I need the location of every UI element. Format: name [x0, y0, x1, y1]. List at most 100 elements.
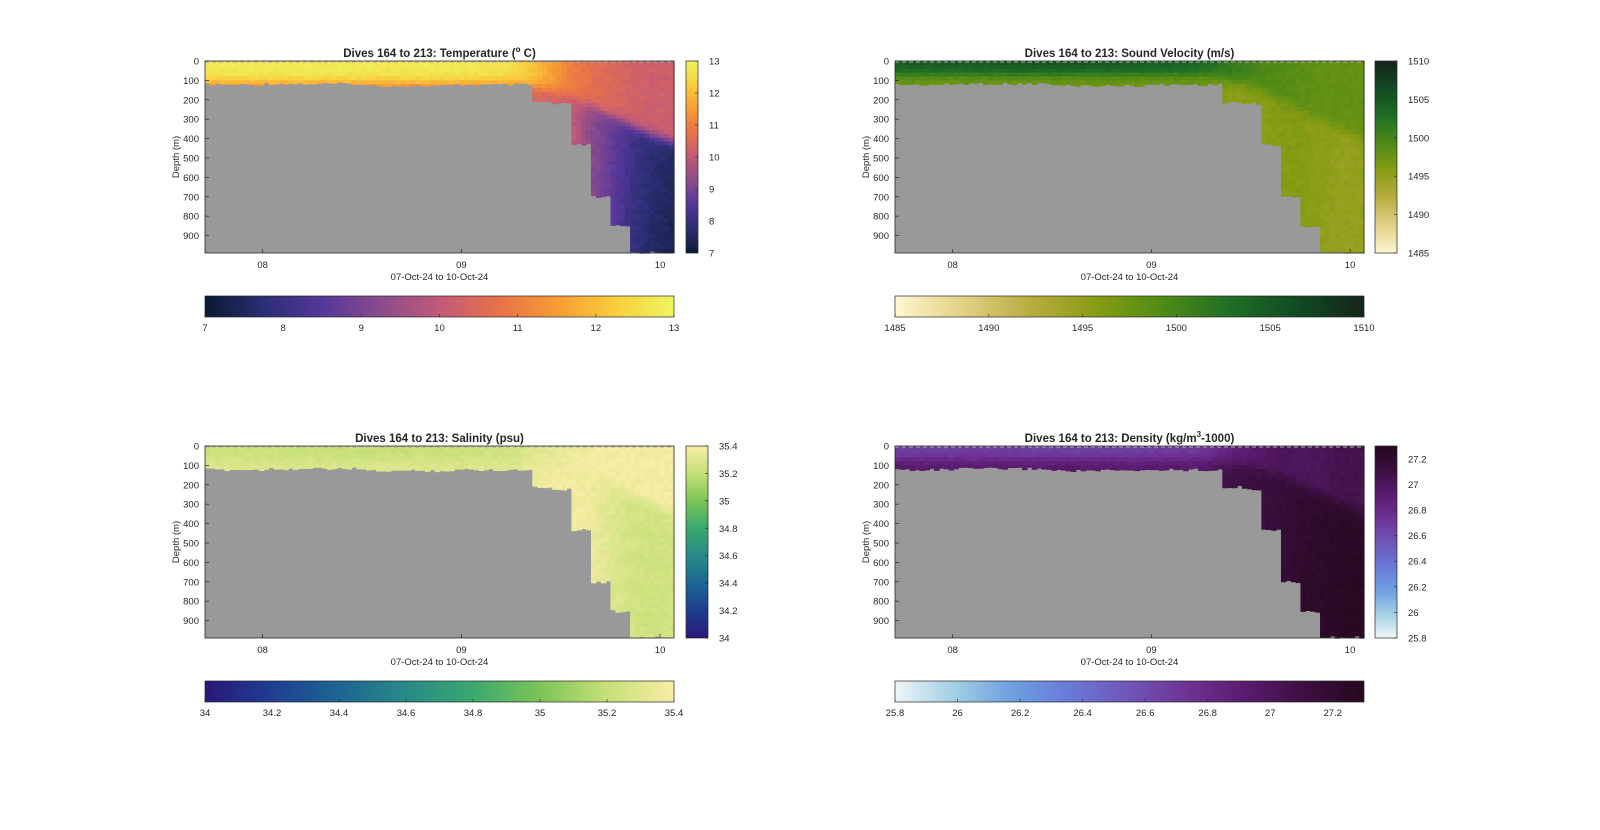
heatmap-cell [664, 187, 670, 193]
heatmap-cell [322, 61, 328, 66]
heatmap-cell [664, 580, 670, 585]
heatmap-cell [459, 80, 465, 85]
heatmap-cell [576, 484, 582, 489]
heatmap-cell [1236, 99, 1243, 103]
heatmap-cell [1320, 241, 1326, 246]
heatmap-cell [561, 446, 568, 451]
heatmap-cell [600, 469, 607, 474]
heatmap-cell [205, 80, 211, 84]
heatmap-cell [630, 618, 636, 624]
heatmap-cell [1344, 164, 1350, 170]
heatmap-cell [1266, 133, 1272, 139]
heatmap-cell [1232, 64, 1238, 70]
heatmap-cell [1095, 76, 1101, 81]
heatmap-cell [634, 157, 641, 162]
heatmap-cell [639, 488, 646, 493]
heatmap-cell [1290, 187, 1297, 193]
heatmap-cell [1251, 87, 1258, 93]
heatmap-cell [1261, 133, 1267, 139]
heatmap-cell [1232, 472, 1238, 478]
heatmap-cell [205, 61, 211, 66]
heatmap-cell [1241, 99, 1248, 104]
heatmap-cell [605, 465, 612, 470]
heatmap-cell [248, 465, 255, 470]
heatmap-cell [943, 80, 950, 84]
heatmap-cell [654, 229, 660, 235]
heatmap-cell [336, 457, 343, 462]
heatmap-cell [1056, 453, 1062, 459]
heatmap-cell [1134, 64, 1140, 70]
heatmap-cell [400, 461, 406, 466]
heatmap-cell [610, 572, 616, 578]
heatmap-cell [1324, 130, 1331, 135]
heatmap-cell [1188, 453, 1194, 459]
heatmap-cell [664, 503, 670, 509]
heatmap-cell [620, 595, 626, 601]
heatmap-cell [454, 457, 460, 462]
heatmap-cell [929, 68, 935, 74]
heatmap-cell [1290, 68, 1297, 74]
heatmap-cell [669, 87, 675, 93]
heatmap-cell [1158, 68, 1165, 74]
heatmap-cell [1285, 68, 1292, 74]
heatmap-cell [1217, 61, 1223, 66]
heatmap-cell [620, 145, 626, 150]
heatmap-cell [953, 72, 960, 77]
heatmap-cell [595, 64, 602, 70]
heatmap-cell [1095, 457, 1101, 462]
heatmap-cell [1285, 122, 1292, 127]
heatmap-cell [669, 160, 675, 166]
heatmap-cell [669, 526, 675, 532]
heatmap-cell [644, 214, 651, 220]
heatmap-cell [625, 526, 631, 532]
heatmap-cell [1026, 68, 1033, 74]
heatmap-cell [590, 114, 597, 120]
heatmap-cell [463, 61, 470, 66]
heatmap-cell [1261, 110, 1267, 116]
heatmap-cell [415, 449, 421, 455]
heatmap-cell [590, 488, 597, 493]
heatmap-cell [1324, 241, 1331, 246]
heatmap-cell [1349, 110, 1355, 116]
heatmap-cell [659, 553, 665, 558]
heatmap-cell [899, 446, 906, 451]
heatmap-cell [556, 64, 563, 70]
heatmap-cell [1114, 72, 1121, 77]
heatmap-cell [1295, 61, 1302, 66]
heatmap-cell [992, 465, 999, 468]
heatmap-cell [649, 622, 656, 628]
heatmap-cell [1232, 95, 1238, 100]
heatmap-cell [537, 91, 543, 97]
heatmap-cell [610, 488, 616, 493]
heatmap-cell [963, 461, 969, 466]
heatmap-cell [1300, 107, 1306, 112]
heatmap-cell [610, 518, 616, 524]
heatmap-cell [551, 488, 558, 490]
heatmap-cell [1320, 183, 1326, 189]
heatmap-cell [1320, 145, 1326, 150]
heatmap-cell [615, 453, 621, 459]
heatmap-cell [1241, 103, 1248, 105]
heatmap-cell [268, 80, 274, 85]
heatmap-cell [1046, 76, 1052, 81]
heatmap-cell [1349, 214, 1355, 220]
heatmap-cell [590, 164, 597, 170]
heatmap-cell [292, 68, 299, 74]
hbar-tick-label: 8 [281, 323, 286, 334]
heatmap-cell [615, 176, 621, 181]
heatmap-cell [478, 61, 485, 66]
heatmap-cell [649, 607, 656, 612]
heatmap-cell [1007, 76, 1013, 81]
heatmap-cell [595, 495, 602, 501]
heatmap-cell [1290, 137, 1297, 143]
heatmap-cell [620, 187, 626, 193]
heatmap-cell [1359, 80, 1365, 85]
heatmap-cell [1153, 461, 1160, 466]
heatmap-cell [620, 480, 626, 485]
heatmap-cell [654, 599, 660, 605]
heatmap-cell [366, 68, 372, 74]
heatmap-cell [914, 76, 921, 81]
heatmap-cell [634, 545, 641, 551]
heatmap-cell [659, 580, 665, 585]
heatmap-cell [1085, 465, 1092, 470]
